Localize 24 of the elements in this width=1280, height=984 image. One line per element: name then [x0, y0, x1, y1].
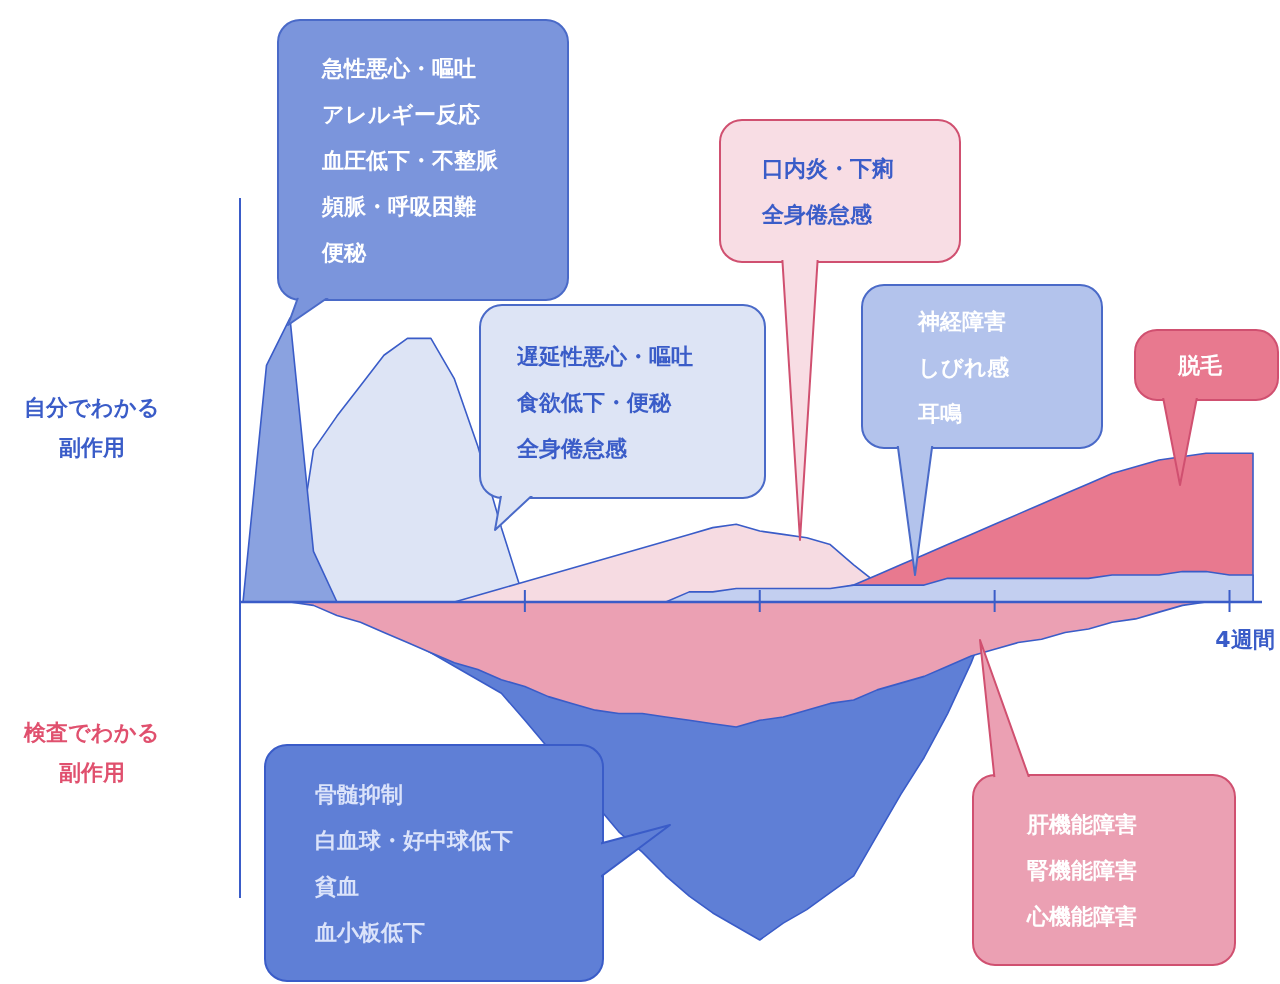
annotation: 心機能障害 — [1026, 904, 1137, 929]
text: 全身倦怠感 — [761, 202, 873, 227]
annotation: 神経障害 — [917, 308, 1006, 334]
text: 便秘 — [321, 240, 367, 265]
annotation: 肝機能障害 — [1026, 812, 1137, 837]
annotation: 4週間 — [1215, 627, 1275, 652]
text: 自分でわかる副作用 — [24, 395, 160, 460]
text: 頻脈・呼吸困難 — [321, 194, 476, 219]
annotation: 遅延性悪心・嘔吐 — [516, 343, 693, 369]
annotation: 骨髄抑制 — [315, 782, 403, 807]
annotation: 食欲低下・便秘 — [516, 389, 672, 415]
annotation: 白血球・好中球低下 — [315, 828, 513, 853]
text: 検査でわかる副作用 — [23, 720, 160, 785]
annotation: 貧血 — [314, 874, 359, 899]
annotation: 耳鳴 — [917, 400, 962, 426]
annotation: 全身倦怠感 — [516, 435, 628, 461]
text: 口内炎・下痢 — [762, 156, 894, 181]
annotation: 腎機能障害 — [1027, 858, 1137, 883]
text: 急性悪心・嘔吐 — [321, 56, 476, 81]
text: アレルギー反応 — [322, 102, 480, 127]
annotation: 血小板低下 — [314, 920, 425, 945]
annotation: しびれ感 — [918, 354, 1010, 380]
annotation: 脱毛 — [1177, 353, 1223, 378]
text: 血圧低下・不整脈 — [321, 148, 499, 173]
